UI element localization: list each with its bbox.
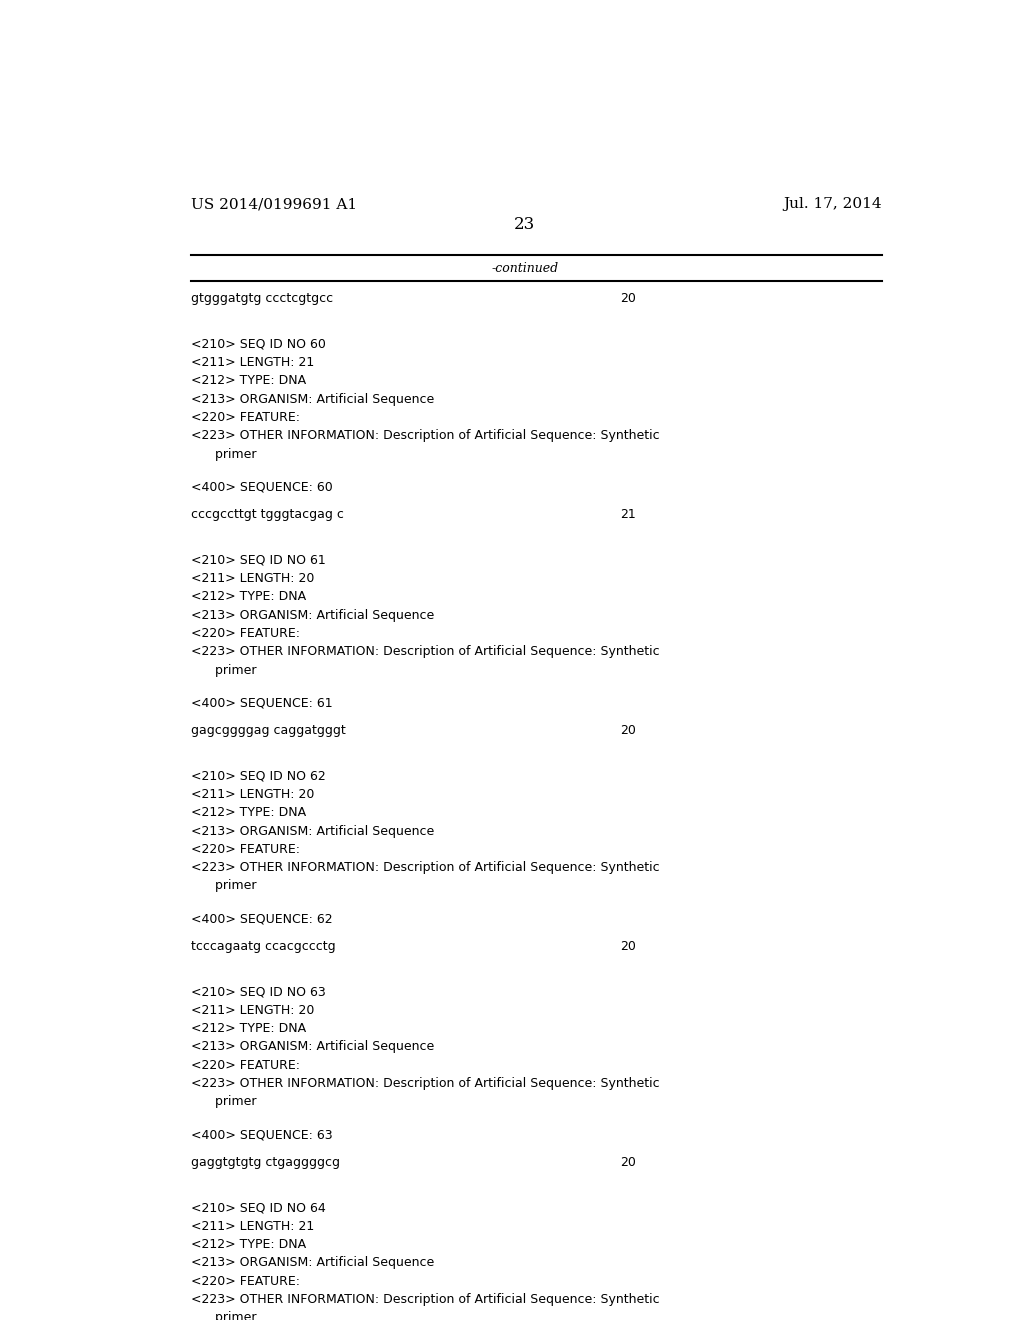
Text: <400> SEQUENCE: 61: <400> SEQUENCE: 61 [191, 697, 333, 709]
Text: <211> LENGTH: 20: <211> LENGTH: 20 [191, 788, 314, 801]
Text: <210> SEQ ID NO 64: <210> SEQ ID NO 64 [191, 1201, 327, 1214]
Text: <213> ORGANISM: Artificial Sequence: <213> ORGANISM: Artificial Sequence [191, 609, 435, 622]
Text: <400> SEQUENCE: 63: <400> SEQUENCE: 63 [191, 1129, 333, 1142]
Text: <213> ORGANISM: Artificial Sequence: <213> ORGANISM: Artificial Sequence [191, 1040, 435, 1053]
Text: gaggtgtgtg ctgaggggcg: gaggtgtgtg ctgaggggcg [191, 1156, 341, 1168]
Text: primer: primer [191, 879, 257, 892]
Text: <211> LENGTH: 20: <211> LENGTH: 20 [191, 572, 314, 585]
Text: <400> SEQUENCE: 62: <400> SEQUENCE: 62 [191, 912, 333, 925]
Text: US 2014/0199691 A1: US 2014/0199691 A1 [191, 197, 357, 211]
Text: primer: primer [191, 664, 257, 677]
Text: primer: primer [191, 1311, 257, 1320]
Text: <212> TYPE: DNA: <212> TYPE: DNA [191, 375, 306, 388]
Text: <213> ORGANISM: Artificial Sequence: <213> ORGANISM: Artificial Sequence [191, 393, 435, 405]
Text: <223> OTHER INFORMATION: Description of Artificial Sequence: Synthetic: <223> OTHER INFORMATION: Description of … [191, 861, 660, 874]
Text: <220> FEATURE:: <220> FEATURE: [191, 627, 300, 640]
Text: 21: 21 [620, 508, 636, 521]
Text: 20: 20 [620, 940, 636, 953]
Text: <211> LENGTH: 21: <211> LENGTH: 21 [191, 356, 314, 370]
Text: <210> SEQ ID NO 61: <210> SEQ ID NO 61 [191, 554, 327, 566]
Text: Jul. 17, 2014: Jul. 17, 2014 [783, 197, 882, 211]
Text: <212> TYPE: DNA: <212> TYPE: DNA [191, 1022, 306, 1035]
Text: primer: primer [191, 447, 257, 461]
Text: <212> TYPE: DNA: <212> TYPE: DNA [191, 1238, 306, 1251]
Text: <213> ORGANISM: Artificial Sequence: <213> ORGANISM: Artificial Sequence [191, 825, 435, 838]
Text: <211> LENGTH: 20: <211> LENGTH: 20 [191, 1003, 314, 1016]
Text: <210> SEQ ID NO 60: <210> SEQ ID NO 60 [191, 338, 327, 351]
Text: <400> SEQUENCE: 60: <400> SEQUENCE: 60 [191, 480, 333, 494]
Text: 23: 23 [514, 216, 536, 232]
Text: <212> TYPE: DNA: <212> TYPE: DNA [191, 590, 306, 603]
Text: -continued: -continued [492, 261, 558, 275]
Text: tcccagaatg ccacgccctg: tcccagaatg ccacgccctg [191, 940, 336, 953]
Text: <220> FEATURE:: <220> FEATURE: [191, 1275, 300, 1287]
Text: 20: 20 [620, 292, 636, 305]
Text: gagcggggag caggatgggt: gagcggggag caggatgggt [191, 723, 346, 737]
Text: gtgggatgtg ccctcgtgcc: gtgggatgtg ccctcgtgcc [191, 292, 334, 305]
Text: primer: primer [191, 1096, 257, 1109]
Text: 20: 20 [620, 1156, 636, 1168]
Text: <210> SEQ ID NO 62: <210> SEQ ID NO 62 [191, 770, 327, 783]
Text: <223> OTHER INFORMATION: Description of Artificial Sequence: Synthetic: <223> OTHER INFORMATION: Description of … [191, 429, 660, 442]
Text: <220> FEATURE:: <220> FEATURE: [191, 843, 300, 855]
Text: <220> FEATURE:: <220> FEATURE: [191, 1059, 300, 1072]
Text: <220> FEATURE:: <220> FEATURE: [191, 411, 300, 424]
Text: <212> TYPE: DNA: <212> TYPE: DNA [191, 807, 306, 820]
Text: <210> SEQ ID NO 63: <210> SEQ ID NO 63 [191, 986, 327, 998]
Text: <223> OTHER INFORMATION: Description of Artificial Sequence: Synthetic: <223> OTHER INFORMATION: Description of … [191, 1292, 660, 1305]
Text: <223> OTHER INFORMATION: Description of Artificial Sequence: Synthetic: <223> OTHER INFORMATION: Description of … [191, 1077, 660, 1090]
Text: 20: 20 [620, 723, 636, 737]
Text: <223> OTHER INFORMATION: Description of Artificial Sequence: Synthetic: <223> OTHER INFORMATION: Description of … [191, 645, 660, 659]
Text: cccgccttgt tgggtacgag c: cccgccttgt tgggtacgag c [191, 508, 344, 521]
Text: <213> ORGANISM: Artificial Sequence: <213> ORGANISM: Artificial Sequence [191, 1257, 435, 1270]
Text: <211> LENGTH: 21: <211> LENGTH: 21 [191, 1220, 314, 1233]
